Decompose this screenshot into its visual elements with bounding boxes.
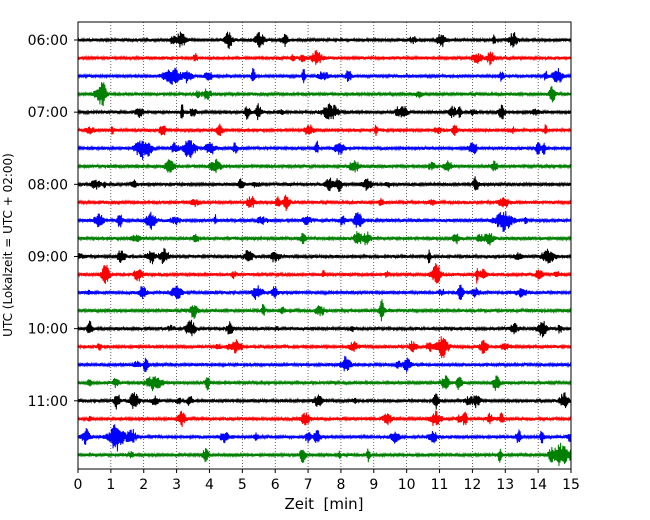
x-tick-label: 9 xyxy=(369,477,378,493)
trace-line xyxy=(77,392,572,410)
trace-line xyxy=(77,67,572,85)
x-tick-label: 8 xyxy=(336,477,345,493)
x-tick-label: 0 xyxy=(74,477,83,493)
x-tick-label: 12 xyxy=(463,477,481,493)
trace-group xyxy=(77,31,572,467)
y-tick-label: 07:00 xyxy=(28,105,68,121)
x-tick-label: 14 xyxy=(529,477,547,493)
x-tick-label: 10 xyxy=(398,477,416,493)
y-axis-label: UTC (Lokalzeit = UTC + 02:00) xyxy=(1,153,15,337)
x-tick-label: 6 xyxy=(271,477,280,493)
x-tick-label: 13 xyxy=(496,477,514,493)
x-tick-label: 4 xyxy=(205,477,214,493)
y-tick-label: 09:00 xyxy=(28,249,68,265)
plot-background xyxy=(78,22,571,469)
trace-line xyxy=(77,284,572,301)
trace-line xyxy=(77,103,572,121)
trace-line xyxy=(77,211,572,232)
trace-line xyxy=(77,247,572,265)
trace-line xyxy=(77,82,572,107)
y-tick-label: 08:00 xyxy=(28,177,68,193)
x-axis-label: Zeit [min] xyxy=(284,495,363,513)
trace-line xyxy=(77,410,572,428)
y-tick-label: 06:00 xyxy=(28,33,68,49)
trace-line xyxy=(77,375,572,392)
trace-line xyxy=(77,123,572,137)
trace-line xyxy=(77,158,572,174)
trace-line xyxy=(77,139,572,161)
x-tick-label: 7 xyxy=(304,477,313,493)
x-tick-label: 3 xyxy=(172,477,181,493)
trace-line xyxy=(77,194,572,212)
trace-line xyxy=(77,263,572,284)
x-tick-label: 1 xyxy=(106,477,115,493)
plot-frame xyxy=(77,21,572,470)
trace-line xyxy=(77,336,572,359)
y-tick-label: 11:00 xyxy=(28,394,68,410)
trace-line xyxy=(77,49,572,66)
x-axis: 0 1 2 3 4 5 6 7 8 9 10 11 12 13 14 15 xyxy=(74,469,580,493)
trace-line xyxy=(77,424,572,452)
trace-line xyxy=(77,231,572,246)
x-tick-label: 2 xyxy=(139,477,148,493)
x-tick-label: 5 xyxy=(238,477,247,493)
trace-line xyxy=(77,355,572,373)
minute-grid xyxy=(110,22,539,469)
trace-line xyxy=(77,299,572,322)
trace-line xyxy=(77,31,572,49)
x-tick-label: 11 xyxy=(431,477,449,493)
x-tick-label: 15 xyxy=(562,477,580,493)
trace-line xyxy=(77,176,572,192)
trace-line xyxy=(77,319,572,338)
y-tick-label: 10:00 xyxy=(28,322,68,338)
y-axis: 06:00 07:00 08:00 09:00 10:00 11:00 xyxy=(28,33,78,410)
trace-line xyxy=(77,442,572,467)
